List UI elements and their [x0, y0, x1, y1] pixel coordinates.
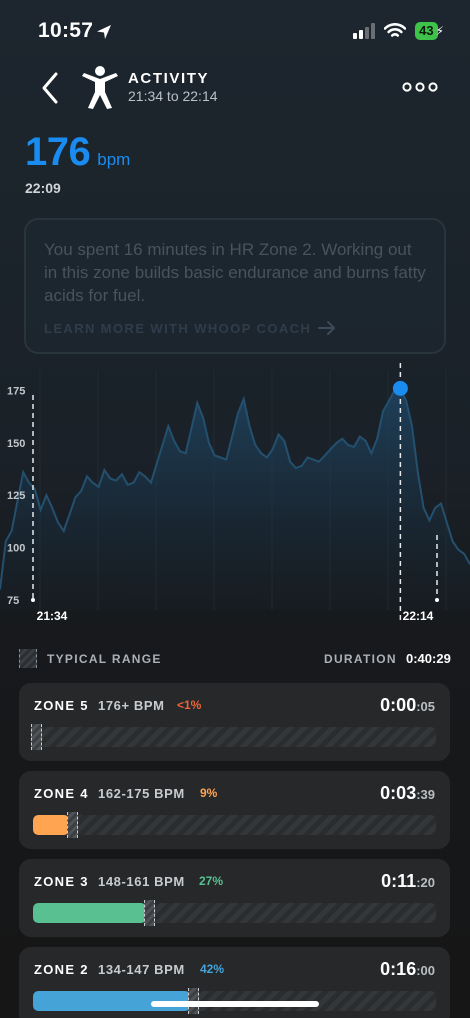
status-time: 10:57 [38, 19, 94, 42]
coach-message: You spent 16 minutes in HR Zone 2. Worki… [44, 240, 426, 305]
heart-rate-time: 22:09 [25, 180, 61, 196]
heart-rate-value: 176 [25, 130, 91, 174]
home-indicator[interactable] [151, 1001, 319, 1007]
zone-fill [33, 815, 70, 835]
nav-header: ACTIVITY 21:34 to 22:14 [0, 60, 470, 116]
wifi-icon [384, 23, 407, 37]
start-time-dot [31, 598, 35, 602]
y-tick-label: 150 [7, 438, 25, 450]
y-tick-label: 100 [7, 543, 25, 555]
duration-value: 0:40:29 [406, 651, 451, 666]
zone-card-5[interactable]: ZONE 5 176+ BPM <1% 0:00:05 [19, 683, 450, 761]
zone-percent: 42% [200, 962, 225, 976]
activity-figure-icon [82, 66, 118, 109]
zone-duration-seconds: :39 [416, 787, 435, 802]
zone-name: ZONE 3 [34, 874, 89, 889]
zone-fill [33, 991, 191, 1011]
duration-label: DURATION [324, 652, 397, 666]
arrow-right-icon [318, 321, 336, 335]
coach-link-label: LEARN MORE WITH WHOOP COACH [44, 320, 312, 336]
coach-link[interactable]: LEARN MORE WITH WHOOP COACH [44, 320, 337, 336]
zone-duration: 0:03:39 [380, 783, 435, 804]
zone-duration-main: 0:11 [381, 871, 417, 891]
zone-duration-main: 0:03 [380, 783, 417, 803]
heart-rate-area [0, 388, 470, 610]
battery-charging-icon: 43 ⚡ [415, 22, 444, 40]
selected-point-marker [392, 380, 408, 396]
legend-row: TYPICAL RANGE DURATION 0:40:29 [0, 648, 470, 670]
zone-percent: 27% [199, 874, 224, 888]
zone-range: 176+ BPM [98, 698, 165, 713]
zone-duration: 0:11:20 [381, 871, 435, 892]
typical-range-marker [31, 724, 42, 750]
zone-card-2[interactable]: ZONE 2 134-147 BPM 42% 0:16:00 [19, 947, 450, 1018]
zone-duration-seconds: :05 [416, 699, 435, 714]
zone-range: 148-161 BPM [98, 874, 185, 889]
zone-card-3[interactable]: ZONE 3 148-161 BPM 27% 0:11:20 [19, 859, 450, 937]
zone-card-4[interactable]: ZONE 4 162-175 BPM 9% 0:03:39 [19, 771, 450, 849]
more-dots-icon[interactable] [402, 80, 438, 94]
typical-range-marker [143, 900, 155, 926]
page-title: ACTIVITY [128, 70, 210, 87]
page-subtitle: 21:34 to 22:14 [128, 88, 218, 104]
y-tick-label: 125 [7, 490, 25, 502]
typical-range-marker [67, 812, 79, 838]
typical-range-swatch [19, 649, 37, 668]
zone-percent: 9% [200, 786, 218, 800]
zone-percent: <1% [177, 698, 202, 712]
zone-track [33, 815, 436, 835]
zone-name: ZONE 4 [34, 786, 89, 801]
zone-duration-seconds: :00 [416, 963, 435, 978]
heart-rate-chart[interactable]: 175 150 125 100 75 21:34 22:14 [0, 360, 470, 630]
location-arrow-icon [97, 25, 111, 39]
y-tick-label: 75 [7, 595, 19, 607]
battery-level: 43 [415, 22, 438, 40]
zone-range: 134-147 BPM [98, 962, 185, 977]
zone-duration-seconds: :20 [416, 875, 435, 890]
heart-rate-readout: 176 bpm [25, 130, 130, 175]
zone-track [33, 903, 436, 923]
heart-rate-line [0, 387, 470, 590]
start-time-label: 21:34 [37, 609, 68, 623]
heart-rate-unit: bpm [97, 150, 131, 169]
zone-duration-main: 0:16 [380, 959, 417, 979]
zone-fill [33, 903, 146, 923]
status-bar: 10:57 43 ⚡ [0, 0, 470, 60]
end-time-label: 22:14 [403, 609, 434, 623]
zone-duration: 0:00:05 [380, 695, 435, 716]
y-tick-label: 175 [7, 385, 25, 397]
signal-icon [353, 23, 376, 39]
zone-name: ZONE 2 [34, 962, 89, 977]
end-time-dot [435, 598, 439, 602]
zone-track [33, 727, 436, 747]
zone-range: 162-175 BPM [98, 786, 185, 801]
chevron-left-icon[interactable] [36, 70, 66, 106]
typical-range-label: TYPICAL RANGE [47, 652, 162, 666]
coach-card[interactable]: You spent 16 minutes in HR Zone 2. Worki… [24, 218, 446, 354]
zone-duration-main: 0:00 [380, 695, 417, 715]
zone-duration: 0:16:00 [380, 959, 435, 980]
zone-name: ZONE 5 [34, 698, 89, 713]
